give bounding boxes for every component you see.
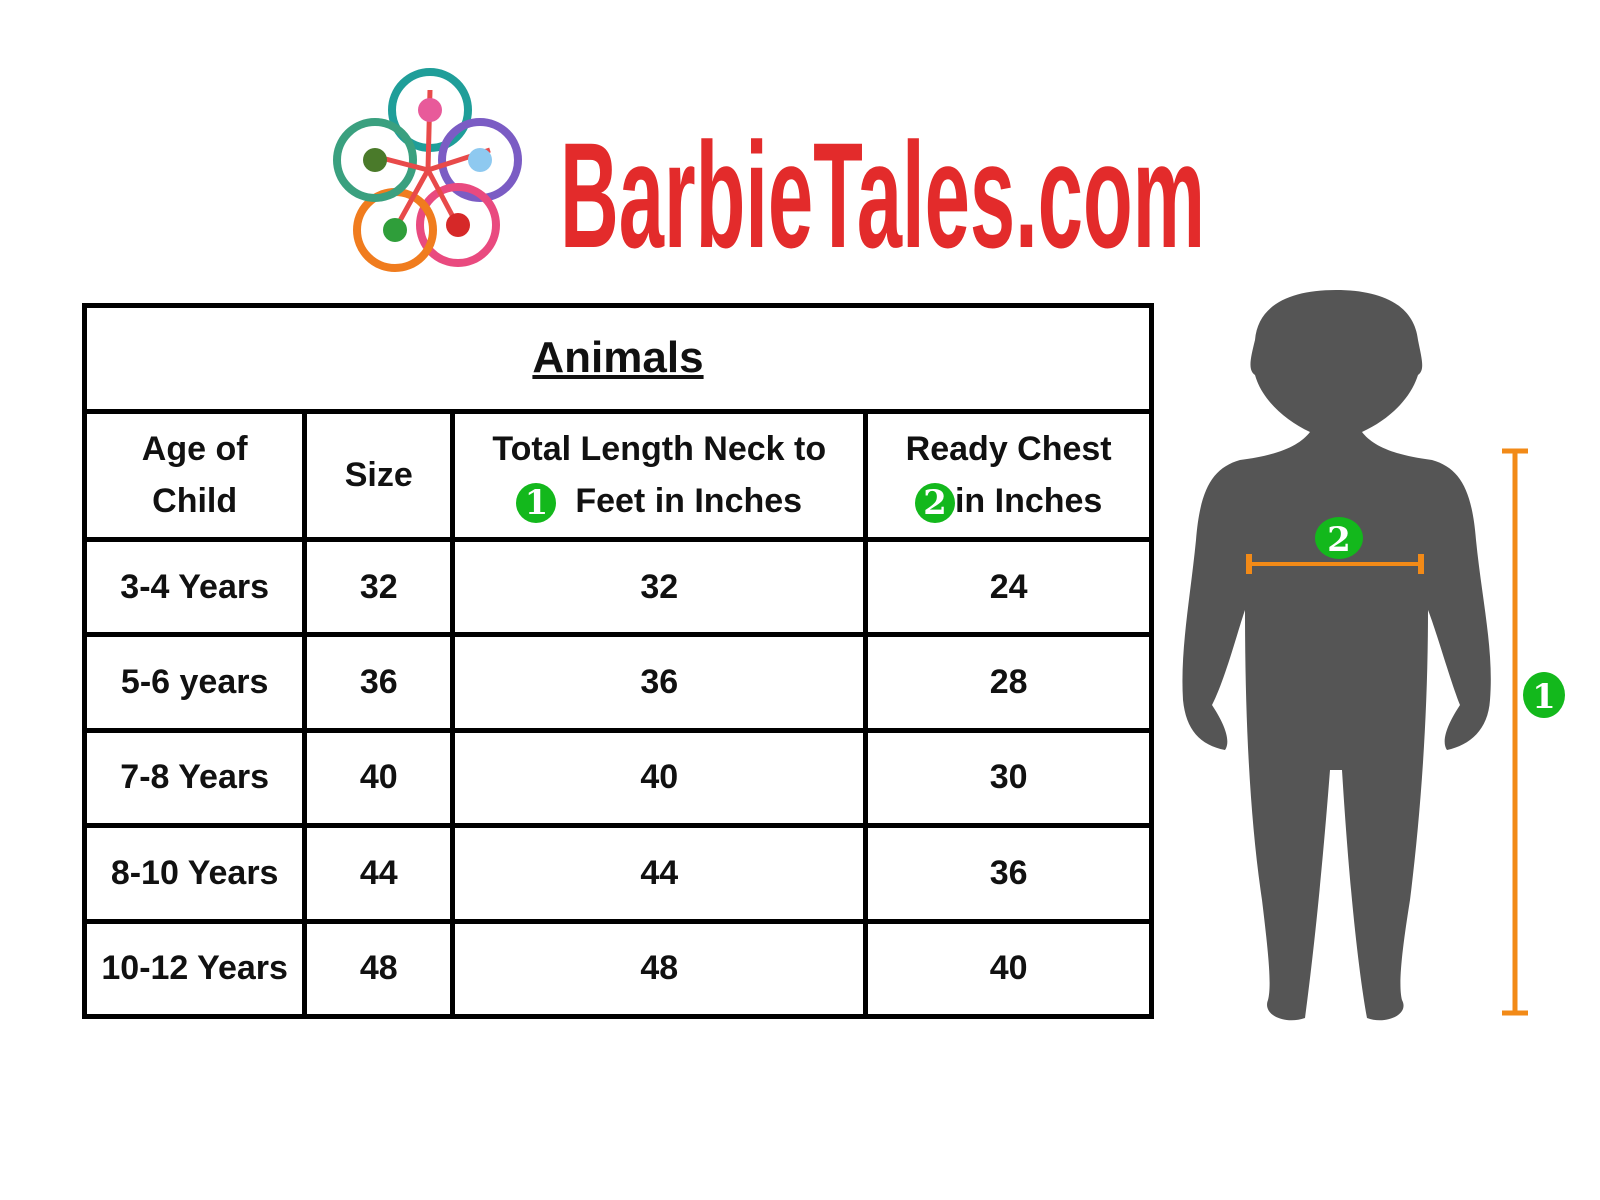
flower-emblem-icon [333,68,522,272]
svg-text:1: 1 [1532,677,1556,717]
chest-cell: 36 [863,823,1154,924]
table-row: 8-10 Years 44 44 36 [81,823,1154,924]
table-title-text: Animals [532,333,704,383]
size-cell: 36 [302,632,456,733]
age-cell: 10-12 Years [81,918,308,1020]
age-cell: 5-6 years [81,632,308,733]
table-row: 3-4 Years 32 32 24 [81,536,1154,638]
table-row: 7-8 Years 40 40 30 [81,727,1154,829]
age-cell: 3-4 Years [81,536,308,638]
size-cell: 44 [302,823,456,924]
length-cell: 32 [450,536,869,638]
age-cell: 7-8 Years [81,727,308,829]
age-cell: 8-10 Years [81,823,308,924]
table-row: 10-12 Years 48 48 40 [81,918,1154,1020]
header-total-length: Total Length Neck to 1 Feet in Inches [450,408,869,542]
table-title: Animals [82,303,1154,414]
length-cell: 44 [450,823,869,924]
badge-1-icon: 1 [516,483,557,524]
header-size: Size [302,408,456,542]
length-cell: 48 [450,918,869,1020]
logo-text: BarbieTales.com [560,111,1205,279]
header-age: Age of Child [81,408,308,542]
chest-badge-icon: 2 [1315,517,1363,560]
barbietales-logo: BarbieTales.com [333,68,1205,279]
size-cell: 32 [302,536,456,638]
svg-text:2: 2 [1327,520,1351,560]
length-cell: 36 [450,632,869,733]
table-row: 5-6 years 36 36 28 [81,632,1154,733]
chest-cell: 28 [863,632,1154,733]
size-chart-table: Animals Age of Child Size Total Length Ne… [81,303,1154,1020]
chest-measure-line [1246,554,1424,574]
badge-2-icon: 2 [914,483,955,524]
header-chest: Ready Chest 2 in Inches [863,408,1154,542]
chest-cell: 40 [863,918,1154,1020]
chest-cell: 24 [863,536,1154,638]
child-silhouette [1182,290,1491,1021]
size-cell: 40 [302,727,456,829]
size-cell: 48 [302,918,456,1020]
chest-cell: 30 [863,727,1154,829]
length-measure-line [1502,448,1528,1016]
length-badge-icon: 1 [1523,672,1565,718]
length-cell: 40 [450,727,869,829]
